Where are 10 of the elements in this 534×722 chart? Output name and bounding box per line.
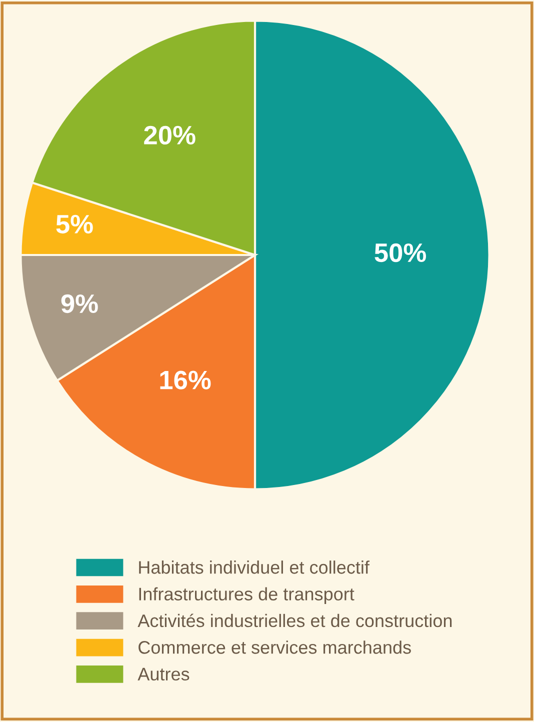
- legend-label: Habitats individuel et collectif: [139, 560, 370, 574]
- legend-label: Autres: [138, 668, 190, 681]
- data-label: 50%: [374, 243, 426, 262]
- legend-label: Commerce et services marchands: [138, 640, 411, 654]
- data-label: 5%: [56, 214, 93, 234]
- data-label: 16%: [160, 370, 211, 390]
- data-label: 9%: [61, 294, 98, 314]
- legend-label: Activités industrielles et de construction: [138, 614, 452, 628]
- legend-label: Infrastructures de transport: [139, 587, 354, 604]
- data-label: 20%: [144, 126, 196, 145]
